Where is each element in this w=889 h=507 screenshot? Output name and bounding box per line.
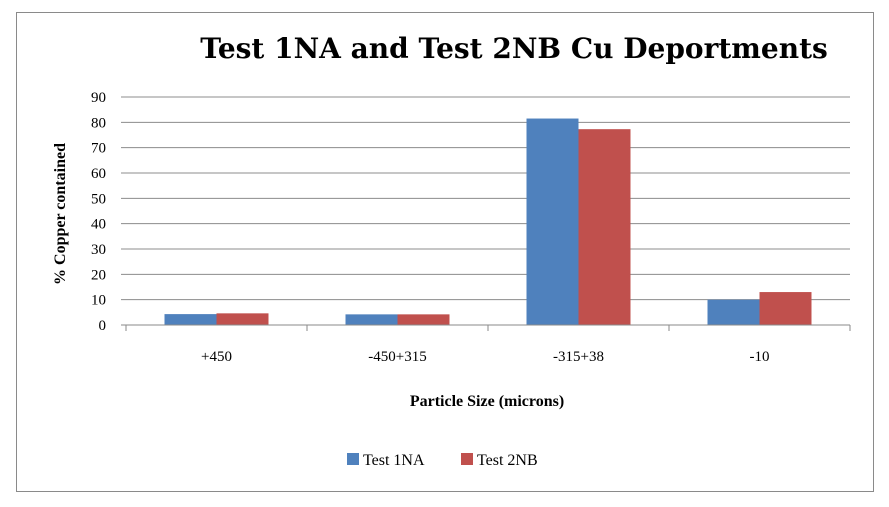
y-tick-label: 60 bbox=[91, 166, 106, 182]
bars bbox=[164, 118, 812, 326]
y-tick-label: 0 bbox=[99, 318, 107, 334]
y-tick-label: 10 bbox=[91, 293, 106, 309]
y-axis-title: % Copper contained bbox=[52, 143, 69, 285]
x-axis-categories: +450 -450+315 -315+38 -10 bbox=[125, 325, 851, 365]
y-tick-label: 80 bbox=[91, 115, 106, 131]
y-tick-label: 20 bbox=[91, 267, 106, 283]
y-tick-label: 70 bbox=[91, 141, 106, 157]
legend: Test 1NA Test 2NB bbox=[347, 452, 538, 469]
x-category-label: -315+38 bbox=[553, 349, 604, 365]
bar-test-2nb bbox=[578, 129, 631, 325]
x-category-label: +450 bbox=[201, 349, 232, 365]
chart-frame bbox=[16, 12, 874, 492]
legend-swatch bbox=[461, 453, 473, 465]
y-axis-ticks: 0 10 20 30 40 50 60 70 80 90 bbox=[91, 90, 106, 334]
x-category-label: -450+315 bbox=[368, 349, 426, 365]
gridlines bbox=[121, 96, 850, 326]
x-category-label: -10 bbox=[750, 349, 770, 365]
bar-test-1na bbox=[345, 314, 398, 325]
y-tick-label: 40 bbox=[91, 217, 106, 233]
bar-test-1na bbox=[707, 299, 760, 325]
bar-test-2nb bbox=[759, 292, 812, 325]
bar-test-1na bbox=[526, 118, 579, 326]
bar-test-2nb bbox=[216, 313, 269, 325]
y-tick-label: 30 bbox=[91, 242, 106, 258]
legend-swatch bbox=[347, 453, 359, 465]
bar-test-1na bbox=[164, 314, 217, 325]
legend-label: Test 2NB bbox=[477, 452, 538, 469]
y-tick-label: 50 bbox=[91, 191, 106, 207]
bar-test-2nb bbox=[397, 314, 450, 325]
legend-label: Test 1NA bbox=[363, 452, 425, 469]
x-axis-title: Particle Size (microns) bbox=[410, 393, 564, 410]
chart-title: Test 1NA and Test 2NB Cu Deportments bbox=[200, 32, 828, 65]
y-tick-label: 90 bbox=[91, 90, 106, 106]
